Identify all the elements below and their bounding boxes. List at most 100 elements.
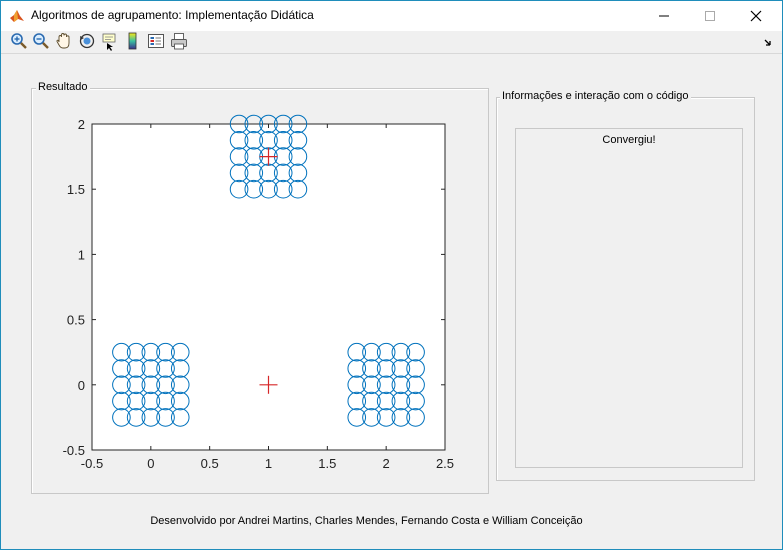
result-panel-title: Resultado — [36, 81, 90, 93]
figure-toolbar — [1, 31, 782, 54]
data-point — [126, 359, 146, 378]
zoom-in-icon[interactable] — [9, 31, 29, 51]
data-point — [391, 408, 411, 427]
data-point — [362, 342, 381, 362]
y-tick-label: 2 — [78, 117, 85, 132]
data-point — [170, 375, 190, 395]
data-point — [406, 375, 425, 395]
data-point — [229, 163, 249, 183]
y-tick-label: 0 — [78, 378, 85, 393]
data-point — [347, 359, 367, 378]
x-tick-label: 2.5 — [436, 456, 454, 471]
data-point — [391, 342, 411, 362]
data-point — [288, 131, 308, 150]
info-panel-title: Informações e interação com o código — [500, 90, 691, 102]
data-point — [141, 359, 161, 378]
info-panel: Informações e interação com o código Con… — [496, 90, 755, 481]
data-point — [141, 408, 161, 427]
data-point — [112, 408, 131, 427]
data-point — [406, 342, 425, 362]
data-point — [347, 342, 367, 362]
data-cursor-icon[interactable] — [100, 31, 120, 51]
data-point — [156, 375, 175, 395]
data-point — [288, 179, 308, 199]
data-point — [112, 375, 131, 395]
data-point — [273, 131, 293, 150]
data-point — [273, 114, 293, 134]
data-point — [406, 359, 425, 378]
close-button[interactable] — [733, 1, 779, 31]
data-point — [347, 391, 367, 411]
data-point — [244, 114, 264, 134]
data-point — [391, 375, 411, 395]
data-point — [229, 131, 249, 150]
centroid-marker — [259, 147, 278, 166]
data-point — [126, 408, 146, 427]
data-point — [141, 342, 161, 362]
data-point — [347, 375, 367, 395]
data-point — [170, 359, 190, 378]
data-point — [376, 359, 396, 378]
data-point — [259, 114, 278, 134]
centroid-marker — [259, 375, 278, 394]
y-tick-label: 1 — [78, 247, 85, 262]
data-point — [244, 131, 264, 150]
data-point — [244, 179, 264, 199]
x-tick-label: 1.5 — [318, 456, 336, 471]
x-tick-label: 0 — [147, 456, 154, 471]
data-point — [170, 342, 190, 362]
data-point — [376, 391, 396, 411]
x-tick-label: -0.5 — [81, 456, 103, 471]
status-box: Convergiu! — [515, 128, 743, 468]
colorbar-icon[interactable] — [123, 31, 143, 51]
print-icon[interactable] — [169, 31, 189, 51]
matlab-logo-icon — [10, 10, 24, 22]
data-point — [170, 408, 190, 427]
data-point — [229, 179, 249, 199]
pan-hand-icon[interactable] — [54, 31, 74, 51]
data-point — [376, 408, 396, 427]
status-text: Convergiu! — [602, 134, 656, 146]
y-tick-label: -0.5 — [63, 443, 85, 458]
y-tick-label: 0.5 — [67, 313, 85, 328]
data-point — [244, 163, 264, 183]
data-point — [288, 163, 308, 183]
data-point — [273, 179, 293, 199]
zoom-out-icon[interactable] — [31, 31, 51, 51]
data-point — [391, 391, 411, 411]
footer-credits: Desenvolvido por Andrei Martins, Charles… — [150, 515, 583, 527]
plot-area — [91, 123, 446, 451]
data-point — [273, 163, 293, 183]
data-point — [229, 114, 249, 134]
data-point — [126, 391, 146, 411]
data-point — [376, 342, 396, 362]
toolbar-dock-arrow-icon[interactable] — [764, 37, 774, 47]
data-point — [126, 375, 146, 395]
x-tick-label: 1 — [265, 456, 272, 471]
data-point — [376, 375, 396, 395]
y-tick-label: 1.5 — [67, 182, 85, 197]
data-point — [141, 375, 161, 395]
data-point — [362, 359, 381, 378]
data-point — [112, 359, 131, 378]
maximize-button[interactable] — [687, 1, 733, 31]
data-point — [362, 375, 381, 395]
data-point — [362, 391, 381, 411]
data-point — [156, 391, 175, 411]
data-point — [406, 408, 425, 427]
data-point — [141, 391, 161, 411]
data-point — [259, 179, 278, 199]
data-point — [112, 342, 131, 362]
rotate-3d-icon[interactable] — [77, 31, 97, 51]
data-point — [156, 359, 175, 378]
title-bar: Algoritmos de agrupamento: Implementação… — [1, 1, 782, 31]
data-point — [391, 359, 411, 378]
data-point — [406, 391, 425, 411]
x-tick-label: 0.5 — [201, 456, 219, 471]
legend-icon[interactable] — [146, 31, 166, 51]
minimize-button[interactable] — [641, 1, 687, 31]
window-title: Algoritmos de agrupamento: Implementação… — [31, 8, 314, 22]
data-point — [156, 342, 175, 362]
